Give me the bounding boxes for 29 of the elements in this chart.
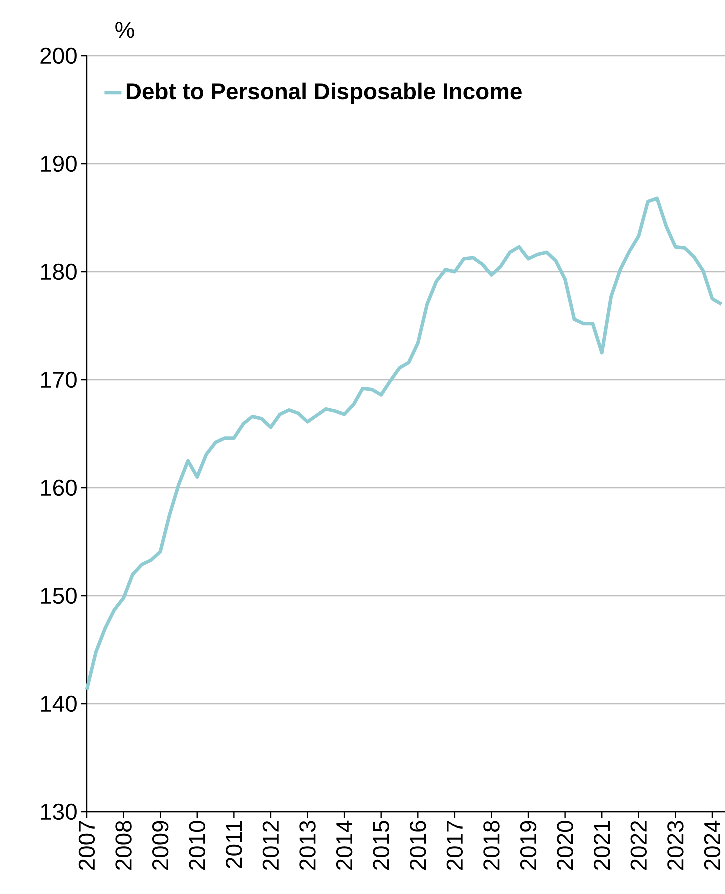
x-tick-label: 2015 [373, 821, 390, 870]
y-tick-label: 190 [41, 156, 77, 172]
y-axis-title: % [116, 22, 134, 38]
y-tick-label: 180 [41, 264, 77, 280]
y-tick-label: 140 [41, 696, 77, 712]
x-tick-label: 2021 [594, 821, 610, 870]
x-tick-label: 2018 [484, 821, 500, 870]
x-tick-label: 2013 [300, 821, 316, 870]
x-tick-label: 2019 [520, 821, 537, 870]
line-series [85, 196, 724, 692]
x-tick-label: 2016 [410, 821, 426, 870]
y-tick-label: 130 [41, 804, 77, 820]
x-tick-label: 2008 [116, 821, 132, 870]
x-tick-label: 2017 [446, 821, 464, 870]
x-tick-label: 2022 [630, 821, 648, 870]
x-tick-label: 2012 [262, 821, 280, 870]
x-tick-label: 2009 [152, 821, 169, 870]
y-tick-label: 200 [40, 48, 77, 64]
x-tick-label: 2010 [189, 821, 206, 870]
y-tick-label: 160 [41, 480, 77, 496]
legend-label: Debt to Personal Disposable Income [126, 82, 522, 104]
x-tick-label: 2023 [668, 821, 684, 870]
x-tick-label: 2024 [704, 820, 721, 870]
x-tick-label: 2020 [557, 821, 574, 870]
x-tick-label: 2014 [336, 820, 353, 870]
x-tick-label: 2007 [78, 821, 96, 870]
x-tick-label: 2011 [226, 821, 242, 868]
y-tick-label: 150 [41, 588, 77, 604]
y-tick-label: 170 [41, 372, 77, 388]
